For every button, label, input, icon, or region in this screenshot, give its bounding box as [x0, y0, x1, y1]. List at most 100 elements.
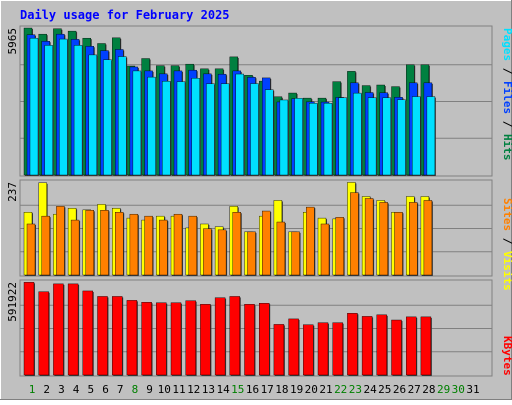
- bar-sites-day-23: [350, 192, 359, 276]
- bar-kbytes-day-19: [288, 318, 299, 376]
- bar-pages-day-18: [279, 99, 289, 176]
- bar-pages-day-8: [132, 70, 142, 176]
- bar-kbytes-day-24: [361, 316, 373, 376]
- bar-kbytes-day-13: [200, 304, 211, 376]
- panel-kbytes-bars: [23, 282, 432, 376]
- bar-pages-day-26: [397, 99, 406, 176]
- legend-files: Files: [501, 81, 512, 114]
- bar-pages-day-4: [73, 45, 83, 176]
- bar-pages-day-20: [309, 103, 318, 176]
- bar-sites-day-24: [364, 198, 374, 276]
- panel-kbytes: 591922 KBytes: [6, 279, 512, 377]
- bar-kbytes-day-16: [244, 304, 255, 376]
- bar-pages-day-22: [338, 97, 347, 176]
- panel-sites-visits: 237 Sites / Visits: [6, 179, 512, 291]
- bar-pages-day-15: [235, 73, 245, 176]
- panel-pages-files-hits: 5965 Pages / Files / Hits: [6, 25, 512, 177]
- legend-sep-3: /: [501, 231, 512, 251]
- day-label-11: 11: [172, 383, 185, 396]
- bar-kbytes-day-27: [406, 316, 417, 376]
- bar-sites-day-16: [247, 231, 256, 276]
- bar-sites-day-2: [41, 215, 50, 276]
- bar-pages-day-9: [147, 76, 156, 176]
- bar-kbytes-day-8: [126, 300, 138, 376]
- bar-sites-day-10: [159, 219, 168, 276]
- bar-pages-day-3: [59, 38, 68, 176]
- bar-pages-day-6: [103, 59, 112, 176]
- bar-pages-day-27: [412, 96, 421, 176]
- day-label-19: 19: [290, 383, 303, 396]
- day-label-30: 30: [452, 383, 465, 396]
- bar-kbytes-day-7: [111, 296, 123, 376]
- bar-sites-day-19: [291, 231, 300, 276]
- bar-sites-day-14: [217, 229, 227, 276]
- day-label-22: 22: [334, 383, 347, 396]
- bar-kbytes-day-5: [82, 290, 94, 376]
- bar-sites-day-20: [306, 206, 315, 276]
- day-label-10: 10: [158, 383, 171, 396]
- day-label-6: 6: [102, 383, 109, 396]
- bar-kbytes-day-10: [156, 302, 167, 376]
- bar-pages-day-11: [176, 81, 186, 176]
- bar-pages-day-25: [382, 97, 391, 176]
- day-label-14: 14: [216, 383, 230, 396]
- bar-kbytes-day-12: [185, 300, 196, 376]
- bar-sites-day-3: [56, 206, 65, 276]
- legend-hits: Hits: [501, 134, 512, 161]
- day-label-8: 8: [132, 383, 139, 396]
- bar-sites-day-8: [129, 213, 139, 276]
- day-label-25: 25: [378, 383, 391, 396]
- day-label-17: 17: [261, 383, 274, 396]
- bar-sites-day-28: [423, 200, 433, 276]
- bar-kbytes-day-6: [97, 296, 108, 376]
- bar-sites-day-5: [85, 210, 95, 276]
- bar-kbytes-day-9: [141, 302, 152, 376]
- panel-sites-bars: [23, 182, 433, 276]
- bar-sites-day-17: [262, 210, 271, 276]
- bar-sites-day-1: [26, 223, 36, 276]
- bar-pages-day-5: [88, 54, 98, 176]
- day-label-9: 9: [146, 383, 153, 396]
- bar-pages-day-17: [265, 89, 274, 176]
- day-label-7: 7: [117, 383, 124, 396]
- day-label-13: 13: [202, 383, 215, 396]
- bar-pages-day-2: [44, 45, 53, 176]
- bar-sites-day-12: [188, 215, 197, 276]
- day-label-26: 26: [393, 383, 406, 396]
- bar-kbytes-day-23: [347, 313, 358, 376]
- bar-sites-day-25: [379, 202, 388, 276]
- bar-kbytes-day-22: [332, 322, 343, 376]
- bar-sites-day-21: [320, 223, 330, 276]
- day-label-28: 28: [422, 383, 435, 396]
- bar-kbytes-day-4: [67, 283, 79, 376]
- bar-kbytes-day-15: [229, 296, 241, 376]
- bar-kbytes-day-17: [259, 302, 270, 376]
- panel-kbytes-legend: KBytes: [501, 336, 512, 376]
- day-label-4: 4: [73, 383, 80, 396]
- legend-pages: Pages: [501, 28, 512, 61]
- bar-kbytes-day-21: [317, 322, 329, 376]
- bar-pages-day-13: [206, 83, 215, 176]
- panel-sites-ymax: 237: [6, 182, 19, 202]
- bar-pages-day-21: [323, 103, 333, 176]
- day-label-5: 5: [87, 383, 94, 396]
- bar-pages-day-23: [353, 92, 362, 176]
- bar-sites-day-18: [276, 221, 286, 276]
- panel-pages-ymax: 5965: [6, 28, 19, 55]
- bar-sites-day-15: [232, 212, 242, 276]
- day-label-1: 1: [29, 383, 36, 396]
- bar-pages-day-10: [162, 81, 171, 176]
- bar-pages-day-24: [367, 97, 377, 176]
- day-axis: 1 2 3 4 5 6 7 8 9 10 11 12 13 14 15 16 17 18 19 20 21 22 23 24 2…: [29, 383, 480, 396]
- legend-sites: Sites: [501, 198, 512, 231]
- legend-visits: Visits: [501, 251, 512, 291]
- chart-title: Daily usage for February 2025: [20, 8, 230, 22]
- bar-pages-day-19: [294, 98, 303, 176]
- legend-sep-1: /: [501, 61, 512, 81]
- day-label-2: 2: [43, 383, 50, 396]
- bar-kbytes-day-1: [23, 282, 35, 376]
- bar-kbytes-day-25: [376, 314, 387, 376]
- day-label-20: 20: [305, 383, 318, 396]
